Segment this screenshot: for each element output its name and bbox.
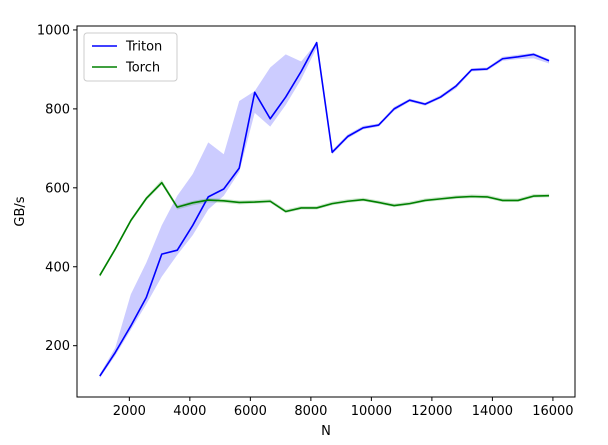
confidence-bands	[99, 42, 550, 379]
x-tick-label: 12000	[411, 404, 452, 419]
legend: Triton Torch	[83, 32, 178, 82]
x-axis-label: N	[321, 424, 331, 439]
series-lines	[99, 41, 550, 377]
y-tick-label: 400	[45, 260, 70, 275]
x-tick-label: 16000	[532, 404, 573, 419]
legend-box	[83, 32, 178, 82]
y-axis-label: GB/s	[13, 196, 28, 226]
axes-frame	[76, 25, 576, 398]
x-tick-label: 6000	[234, 404, 267, 419]
x-tick-label: 10000	[351, 404, 392, 419]
x-tick-label: 2000	[113, 404, 146, 419]
x-axis-ticks: 2000 4000 6000 8000 10000 12000 14000 16000	[113, 397, 574, 419]
band-triton	[99, 42, 550, 379]
x-tick-label: 14000	[472, 404, 513, 419]
y-tick-label: 600	[45, 181, 70, 196]
legend-label-torch: Torch	[125, 61, 160, 76]
series-line-triton	[99, 41, 550, 377]
legend-label-triton: Triton	[125, 40, 162, 55]
y-axis-ticks: 200 400 600 800 1000	[37, 23, 77, 354]
y-tick-label: 800	[45, 102, 70, 117]
series-line-torch	[99, 181, 550, 276]
y-tick-label: 1000	[37, 23, 70, 38]
x-tick-label: 4000	[173, 404, 206, 419]
x-tick-label: 8000	[294, 404, 327, 419]
y-tick-label: 200	[45, 339, 70, 354]
